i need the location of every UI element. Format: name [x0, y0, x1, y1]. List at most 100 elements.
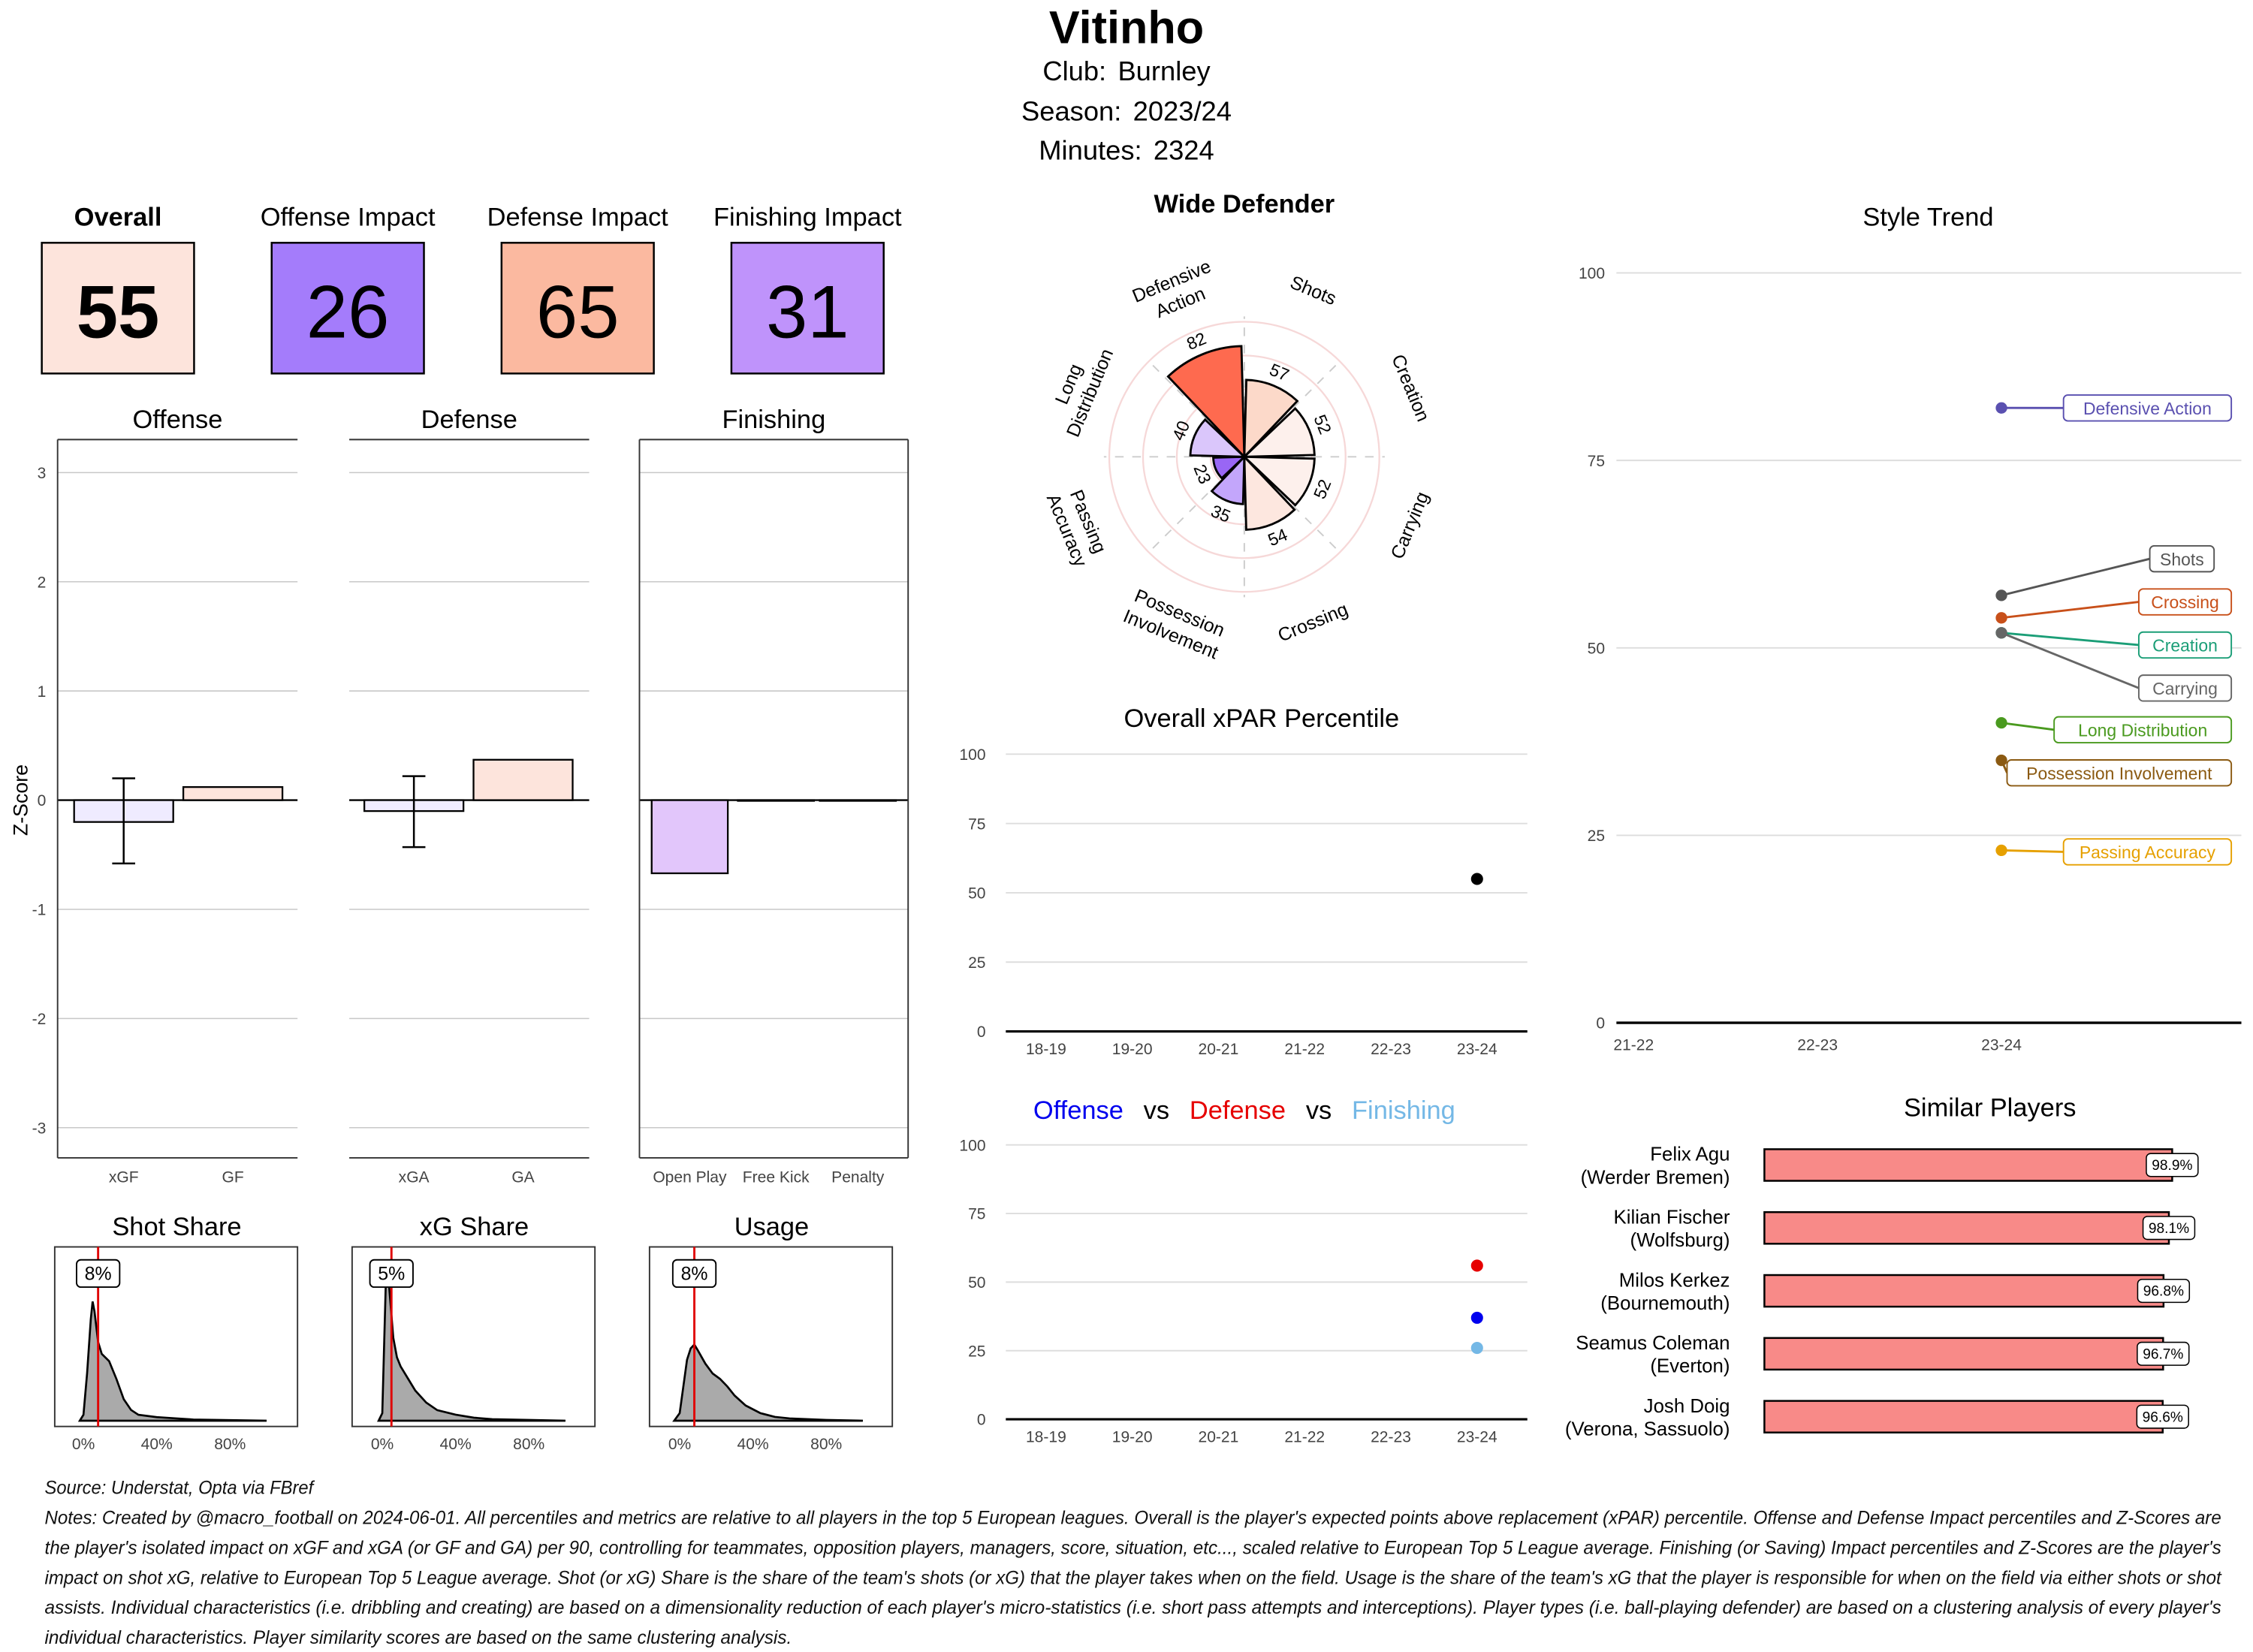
similarity-label: 96.8%	[2143, 1284, 2184, 1300]
style-trend-chart: Style Trend 100 75 50 25 0 21-22 22-23 23-24 Defe…	[1579, 203, 2242, 1054]
radar-category-label: Creation	[1387, 351, 1434, 425]
radar-value-label: 57	[1267, 360, 1292, 385]
y-tick-label: -2	[32, 1011, 47, 1028]
x-tick-label: 23-24	[1457, 1429, 1497, 1446]
bar-gf	[182, 785, 284, 801]
y-tick-label: 0	[1596, 1015, 1605, 1032]
player-name: Josh Doig	[1644, 1396, 1730, 1417]
zscore-panel-defense: Defense xGA GA	[349, 405, 590, 1186]
club-value: Burnley	[1117, 56, 1211, 86]
density-area	[672, 1343, 863, 1422]
x-tick-label: 0%	[72, 1436, 95, 1453]
similarity-label-box	[2137, 1341, 2190, 1366]
x-tick-label: 19-20	[1112, 1429, 1153, 1446]
minutes-value: 2324	[1154, 134, 1214, 165]
radar-grid-circle	[1108, 321, 1380, 593]
x-tick-label: Free Kick	[743, 1168, 810, 1186]
series-label: Possession Involvement	[2026, 764, 2212, 783]
score-label: Offense Impact	[261, 203, 436, 231]
x-tick-label: GA	[511, 1168, 534, 1186]
y-tick-label: 25	[968, 954, 985, 972]
season-label: Season:	[1021, 96, 1121, 127]
radar-value-label: 52	[1310, 411, 1335, 437]
density-panel-xg-share: xG Share 5% 0% 40% 80%	[351, 1213, 596, 1453]
y-tick-label: -1	[32, 902, 47, 919]
similarity-label-box	[2136, 1404, 2189, 1429]
minutes-line: Minutes: 2324	[1039, 134, 1214, 165]
x-tick-label: GF	[222, 1168, 243, 1186]
player-value-label: 5%	[378, 1264, 405, 1285]
player-name: Milos Kerkez	[1619, 1270, 1730, 1291]
radar-sector	[1243, 454, 1296, 531]
trend-point	[1995, 402, 2007, 414]
player-club: (Bournemouth)	[1600, 1293, 1730, 1314]
series-label: Crossing	[2151, 592, 2219, 612]
x-tick-label: Open Play	[653, 1168, 727, 1186]
score-value: 31	[766, 271, 849, 354]
x-tick-label: 80%	[810, 1436, 842, 1453]
radar-value-label: 82	[1184, 328, 1209, 354]
player-value-box	[369, 1259, 414, 1289]
title-part: Defense	[1190, 1096, 1286, 1125]
club-line: Club: Burnley	[1042, 56, 1211, 86]
club-label: Club:	[1042, 56, 1106, 86]
y-tick-label: 25	[1588, 828, 1605, 845]
score-value: 55	[77, 271, 160, 354]
chart-title: Style Trend	[1862, 203, 1993, 231]
season-value: 2023/24	[1133, 96, 1232, 127]
y-tick-label: 50	[1588, 640, 1605, 657]
offense-defense-finishing-chart: Offense vs Defense vs Finishing 100 75 50 25 0 18-…	[959, 1096, 1528, 1446]
player-club: (Verona, Sassuolo)	[1565, 1419, 1730, 1440]
radar-grid-circle	[1175, 388, 1313, 526]
similar-player-row: Felix Agu(Werder Bremen) 98.9%	[1581, 1144, 2199, 1188]
score-box	[730, 242, 885, 375]
y-tick-label: 50	[968, 1274, 985, 1292]
radar-category-label: Carrying	[1387, 489, 1434, 562]
y-tick-label: 100	[959, 746, 985, 764]
point-overall	[1470, 873, 1483, 885]
radar-value-label: 52	[1310, 477, 1335, 502]
series-label: Shots	[2160, 550, 2204, 569]
similar-players-chart: Similar Players Felix Agu(Werder Bremen) 9…	[1565, 1093, 2199, 1440]
series-label-box	[2062, 394, 2233, 422]
y-tick-label: 75	[968, 815, 985, 833]
trend-point	[1995, 627, 2007, 639]
radar-category-line: Carrying	[1387, 489, 1434, 562]
similar-player-row: Milos Kerkez(Bournemouth) 96.8%	[1600, 1270, 2191, 1314]
radar-category-line: Shots	[1287, 272, 1339, 309]
footer: Source: Understat, Opta via FBref Notes:…	[44, 1478, 2221, 1648]
x-tick-label: 22-23	[1797, 1036, 1838, 1054]
x-tick-label: 20-21	[1199, 1429, 1239, 1446]
score-box	[41, 242, 195, 375]
panel-title: xG Share	[420, 1213, 529, 1241]
series-label-box	[2137, 631, 2233, 659]
bar-ga	[472, 758, 574, 801]
similarity-label: 96.6%	[2143, 1409, 2183, 1425]
charts: Offense 3 2 1 0 -1 -2 -3 Z-Score xGF GF Defense xGA G…	[10, 190, 2242, 1453]
similarity-label-box	[2146, 1153, 2199, 1177]
series-label: Carrying	[2152, 679, 2218, 698]
radar-category-label: DefensiveAction	[1130, 256, 1223, 328]
radar-category-line: Crossing	[1275, 598, 1351, 646]
y-tick-label: 25	[968, 1343, 985, 1360]
similarity-label: 98.1%	[2149, 1221, 2189, 1237]
series-label-box	[2006, 759, 2233, 787]
x-tick-label: 23-24	[1457, 1041, 1497, 1058]
x-tick-label: Penalty	[831, 1168, 885, 1186]
series-label-box	[2053, 716, 2233, 743]
notes: Notes: Created by @macro_football on 202…	[44, 1508, 2221, 1648]
notes-line: the player's isolated impact on xGF and …	[44, 1538, 2221, 1559]
source-note: Source: Understat, Opta via FBref	[44, 1478, 315, 1499]
series-label: Defensive Action	[2083, 399, 2212, 418]
x-tick-label: 40%	[737, 1436, 769, 1453]
trend-point	[1995, 612, 2007, 624]
similarity-bar	[1763, 1400, 2164, 1433]
player-value-label: 8%	[85, 1264, 112, 1285]
bar-free-kick	[737, 799, 816, 802]
player-club: (Wolfsburg)	[1630, 1230, 1730, 1251]
x-tick-label: 22-23	[1371, 1041, 1411, 1058]
radar-sector	[1243, 378, 1299, 460]
score-card: Offense Impact 26	[261, 203, 436, 375]
player-value-box	[671, 1259, 717, 1289]
x-tick-label: 40%	[440, 1436, 472, 1453]
